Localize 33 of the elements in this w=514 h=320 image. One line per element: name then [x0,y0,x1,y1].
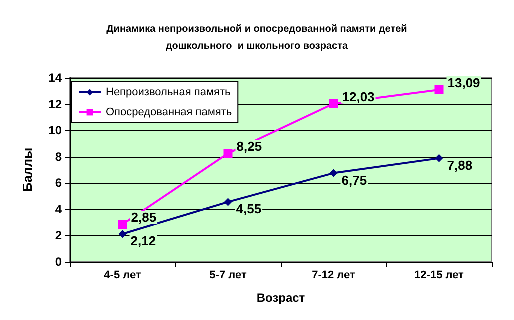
chart-title: Динамика непроизвольной и опосредованной памяти детей дошкольного и школьного возраста [106,24,408,52]
x-tick-label: 12-15 лет [414,270,465,282]
point [330,169,338,178]
x-tick-label: 7-12 лет [312,270,356,282]
data-label: 12,03 [342,89,375,104]
data-label: 13,09 [448,75,480,90]
y-tick-label: 8 [55,150,62,164]
point [118,220,128,230]
data-label: 2,85 [131,210,157,226]
point [434,85,444,94]
legend-label: Опосредованная память [106,106,232,118]
x-axis-title: Возраст [256,291,306,305]
y-tick-label: 6 [55,176,62,190]
x-tick-label: 4-5 лет [104,270,142,282]
y-tick-label: 4 [55,202,62,216]
point [118,230,127,238]
y-tick-label: 2 [55,228,62,243]
legend-label: Непроизвольная память [106,86,232,98]
data-label: 8,25 [236,139,262,154]
data-label: 4,55 [236,202,262,217]
point [435,154,444,162]
data-label: 6,75 [342,172,368,188]
point [224,149,233,158]
y-tick-label: 10 [48,124,62,138]
y-tick-label: 0 [55,255,62,269]
data-label: 7,88 [447,158,473,173]
point [224,198,232,206]
y-tick-label: 14 [48,71,62,85]
data-label: 2,12 [130,234,156,249]
point [329,99,338,108]
y-axis-title: Баллы [20,148,35,192]
y-tick-label: 12 [48,97,62,112]
x-tick-label: 5-7 лет [210,270,248,282]
